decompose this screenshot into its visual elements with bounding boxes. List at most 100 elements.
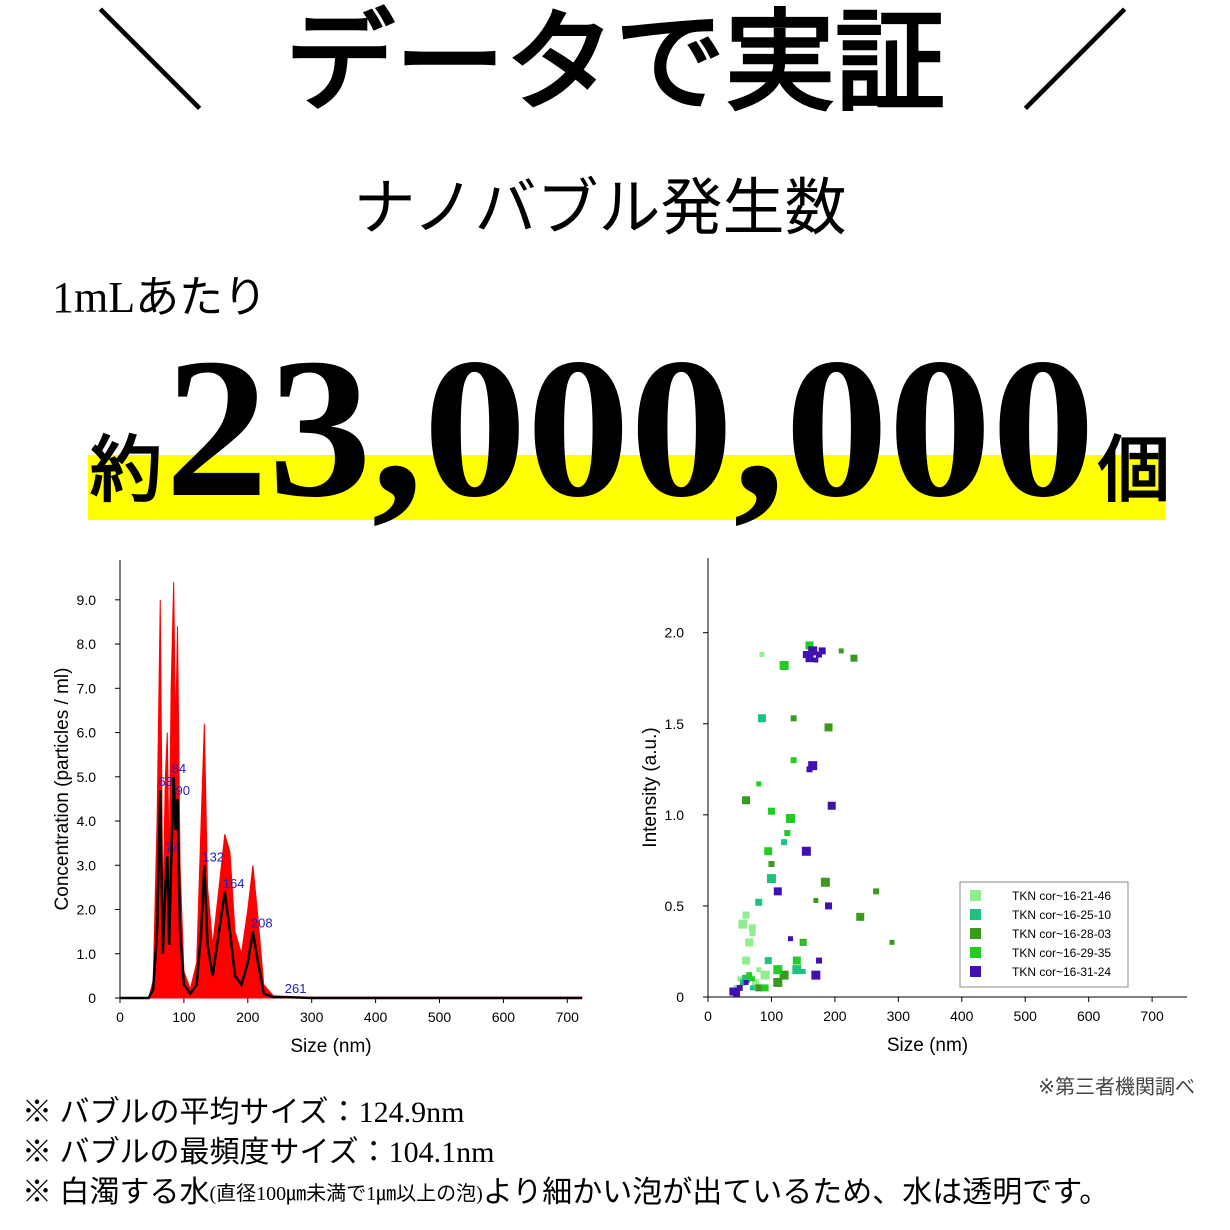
point <box>818 647 826 655</box>
point <box>820 877 830 887</box>
legend-swatch <box>970 928 981 939</box>
x-tick-label: 200 <box>236 1009 260 1025</box>
source-note: ※第三者機関調べ <box>1038 1075 1195 1098</box>
point <box>760 970 770 980</box>
point <box>813 897 819 903</box>
x-tick-label: 0 <box>704 1008 712 1024</box>
point <box>825 902 833 910</box>
point <box>808 646 818 656</box>
point <box>800 939 806 945</box>
point <box>742 956 751 965</box>
point <box>736 984 743 991</box>
legend-label: TKN cor~16-21-46 <box>1012 889 1111 903</box>
legend-swatch <box>970 966 981 977</box>
y-axis-label: Concentration (particles / ml) <box>52 668 73 911</box>
x-tick-label: 300 <box>887 1008 911 1024</box>
point <box>773 887 782 896</box>
x-axis-label: Size (nm) <box>887 1035 968 1056</box>
point <box>838 648 844 654</box>
y-tick-label: 1.0 <box>665 807 685 823</box>
point <box>749 976 755 982</box>
y-tick-label: 7.0 <box>77 680 97 696</box>
point <box>781 839 788 846</box>
point <box>752 978 760 986</box>
peak-label: 63 <box>158 774 172 789</box>
point <box>873 888 880 895</box>
point <box>773 965 783 975</box>
legend-label: TKN cor~16-29-35 <box>1012 946 1111 960</box>
y-tick-label: 0 <box>676 989 684 1005</box>
legend-swatch <box>970 909 981 920</box>
point <box>739 979 746 986</box>
x-tick-label: 600 <box>1077 1008 1101 1024</box>
point <box>742 911 750 919</box>
subtitle: ナノバブル発生数 <box>354 174 847 243</box>
point <box>749 930 756 937</box>
point <box>808 761 818 771</box>
point <box>746 972 753 979</box>
legend-label: TKN cor~16-25-10 <box>1012 908 1111 922</box>
point <box>742 796 751 805</box>
x-tick-label: 300 <box>300 1009 324 1025</box>
point <box>824 723 833 732</box>
note-part: ※ 白濁する水 <box>22 1176 210 1209</box>
y-tick-label: 0 <box>88 990 96 1006</box>
note-part: より細かい泡が出ているため、水は透明です。 <box>483 1176 1109 1209</box>
point <box>801 846 811 856</box>
point <box>745 938 754 947</box>
point <box>787 936 793 942</box>
point <box>749 985 755 991</box>
x-tick-label: 500 <box>428 1009 452 1025</box>
footnote: ※ 白濁する水(直径100㎛未満で1㎛以上の泡)より細かい泡が出ているため、水は… <box>22 1176 1109 1209</box>
point <box>755 898 763 906</box>
point <box>764 957 772 965</box>
y-tick-label: 3.0 <box>77 857 97 873</box>
point <box>806 766 813 773</box>
x-tick-label: 700 <box>556 1009 580 1025</box>
point <box>737 976 743 982</box>
point <box>755 984 763 992</box>
footnote: ※ バブルの平均サイズ：124.9nm <box>22 1096 464 1129</box>
point <box>790 715 797 722</box>
point <box>757 714 766 723</box>
point <box>742 974 751 983</box>
point <box>756 967 762 973</box>
point <box>785 813 795 823</box>
point <box>805 654 814 663</box>
per-unit: 1mLあたり <box>52 273 267 322</box>
x-tick-label: 400 <box>364 1009 388 1025</box>
footnote: ※ バブルの最頻度サイズ：104.1nm <box>22 1136 494 1169</box>
point <box>827 801 836 810</box>
line <box>120 776 582 1000</box>
legend-label: TKN cor~16-28-03 <box>1012 927 1111 941</box>
point <box>790 757 797 764</box>
big-number: 23,000,000 <box>165 318 1095 539</box>
peak-label: 164 <box>223 876 245 891</box>
y-tick-label: 9.0 <box>77 592 97 608</box>
point <box>784 830 791 837</box>
point <box>738 919 748 929</box>
point <box>768 861 775 868</box>
x-tick-label: 400 <box>950 1008 974 1024</box>
x-tick-label: 700 <box>1140 1008 1164 1024</box>
highlight <box>88 455 1165 520</box>
y-tick-label: 2.0 <box>665 625 685 641</box>
peak-label: 208 <box>251 916 273 931</box>
y-tick-label: 2.0 <box>77 902 97 918</box>
point <box>792 965 802 975</box>
point <box>816 651 823 658</box>
y-tick-label: 6.0 <box>77 725 97 741</box>
peak-label: 261 <box>285 981 307 996</box>
peak-label: 90 <box>176 783 190 798</box>
point <box>764 847 773 856</box>
legend-swatch <box>970 947 981 958</box>
peak-label: 132 <box>202 849 224 864</box>
peak-label: 74 <box>165 840 179 855</box>
legend-swatch <box>970 890 981 901</box>
point <box>773 977 783 987</box>
y-tick-label: 4.0 <box>77 813 97 829</box>
x-tick-label: 600 <box>492 1009 516 1025</box>
